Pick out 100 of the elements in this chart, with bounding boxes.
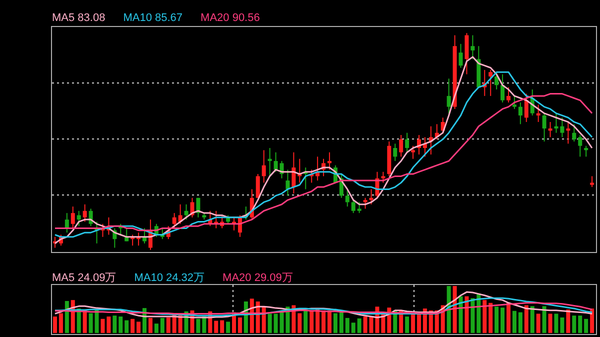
bar <box>53 316 57 333</box>
bar <box>524 305 528 333</box>
bar <box>220 320 224 333</box>
bar <box>416 314 421 333</box>
candlestick <box>363 197 368 210</box>
bar <box>196 318 200 333</box>
candlestick <box>381 171 386 184</box>
candlestick <box>286 169 290 196</box>
bar <box>518 312 522 333</box>
candlestick <box>399 134 404 158</box>
text: MA5 24.09万 <box>52 271 116 285</box>
bar <box>488 302 493 333</box>
candlestick <box>70 206 75 229</box>
bar <box>536 314 540 333</box>
bar <box>304 310 308 333</box>
bar <box>148 318 152 333</box>
bar <box>470 298 475 333</box>
bar <box>512 310 516 333</box>
candlestick <box>82 204 87 222</box>
bar <box>345 318 350 333</box>
bar <box>333 313 338 333</box>
candlestick <box>345 188 350 208</box>
candlestick <box>327 152 332 170</box>
bar <box>106 316 111 333</box>
candlestick <box>369 188 374 205</box>
text: MA10 24.32万 <box>134 271 205 285</box>
bar <box>322 310 326 333</box>
candlestick <box>357 202 362 214</box>
candlestick <box>542 112 546 142</box>
candlestick <box>494 72 499 90</box>
bar <box>100 318 105 333</box>
bar <box>530 306 534 333</box>
bar <box>494 306 499 333</box>
bar <box>363 316 368 333</box>
bar <box>590 308 594 333</box>
bar <box>500 308 505 333</box>
candlestick <box>184 204 188 220</box>
candlestick <box>548 121 552 138</box>
bar <box>88 313 93 333</box>
candlestick <box>76 210 81 227</box>
candlestick <box>560 117 564 138</box>
candlestick <box>262 150 266 184</box>
text: MA20 29.09万 <box>222 271 293 285</box>
bar <box>124 320 129 333</box>
bar <box>411 314 416 333</box>
bar <box>136 322 141 333</box>
text: MA20 90.56 <box>200 12 260 24</box>
bar <box>566 309 570 333</box>
candlestick <box>590 176 594 188</box>
bar <box>166 317 170 333</box>
bar <box>154 324 158 333</box>
candlestick <box>524 93 528 122</box>
bar <box>405 316 410 333</box>
bar <box>572 316 576 333</box>
bar <box>268 314 272 333</box>
candlestick <box>256 174 260 198</box>
bar <box>58 313 63 333</box>
candlestick <box>578 134 582 158</box>
bar <box>214 320 218 333</box>
candlestick <box>411 145 416 160</box>
bar <box>548 314 552 333</box>
bar <box>560 317 564 333</box>
candlestick <box>446 78 451 114</box>
bar <box>458 296 463 333</box>
candlestick <box>572 124 576 142</box>
bar <box>238 317 242 333</box>
bar <box>339 310 344 333</box>
bar <box>506 302 510 333</box>
bar <box>112 316 117 333</box>
candlestick <box>488 69 493 96</box>
bar <box>160 318 164 333</box>
bar <box>262 306 266 333</box>
candlestick <box>268 148 272 177</box>
candlestick <box>536 104 540 122</box>
candlestick <box>518 102 522 125</box>
bar <box>464 296 469 333</box>
bar <box>482 300 487 333</box>
text: MA5 83.08 <box>52 12 106 24</box>
candlestick <box>405 132 410 153</box>
candlestick <box>172 212 176 229</box>
candlestick <box>470 34 475 60</box>
bar <box>584 318 588 333</box>
bar <box>118 316 123 333</box>
candlestick <box>351 200 356 214</box>
text: MA10 85.67 <box>123 12 183 24</box>
candlestick <box>393 143 398 162</box>
bar <box>298 313 302 333</box>
bar <box>351 322 356 333</box>
bar <box>226 322 230 333</box>
bar <box>316 309 320 333</box>
candlestick <box>506 86 510 103</box>
candlestick <box>458 43 463 68</box>
bar <box>94 309 99 333</box>
candlestick <box>464 32 469 75</box>
candlestick <box>554 112 558 134</box>
bar <box>327 310 332 333</box>
bar <box>64 301 69 333</box>
candlestick <box>64 212 69 234</box>
candlestick <box>512 95 516 110</box>
candlestick <box>566 121 570 144</box>
